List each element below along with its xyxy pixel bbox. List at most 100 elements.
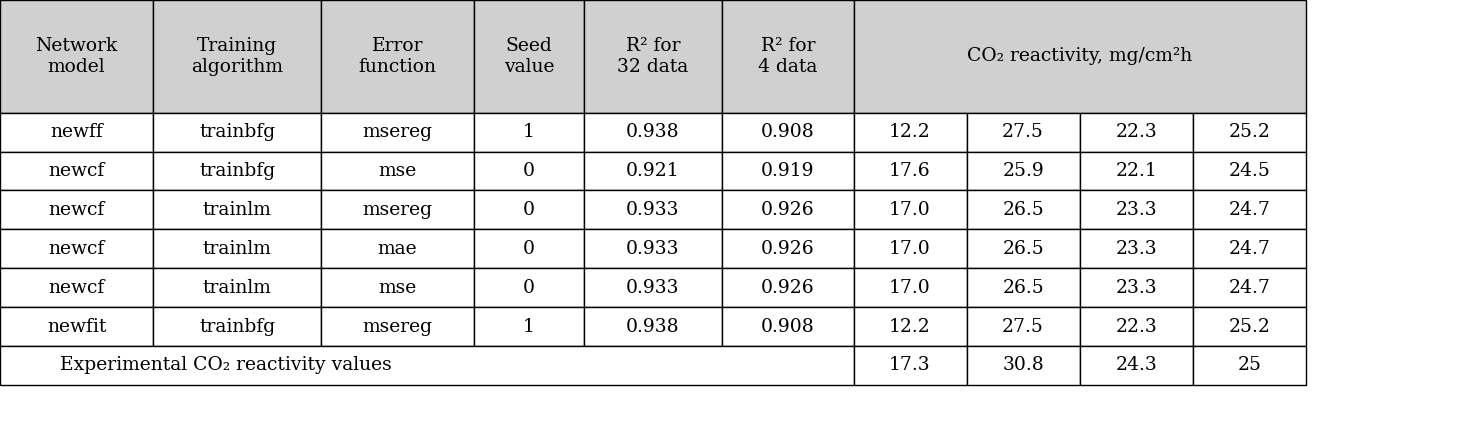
Text: 0.919: 0.919 bbox=[762, 162, 814, 180]
Bar bbox=[966, 113, 1080, 152]
Bar bbox=[0, 268, 153, 307]
Bar bbox=[1080, 346, 1193, 385]
Bar bbox=[1080, 230, 1193, 268]
Text: 0: 0 bbox=[522, 201, 535, 219]
Text: 0: 0 bbox=[522, 240, 535, 258]
Bar bbox=[584, 152, 722, 190]
Bar bbox=[1193, 152, 1306, 190]
Text: 0.938: 0.938 bbox=[626, 317, 680, 335]
Bar bbox=[1193, 230, 1306, 268]
Bar bbox=[1193, 346, 1306, 385]
Text: R² for
4 data: R² for 4 data bbox=[759, 37, 817, 76]
Text: 24.7: 24.7 bbox=[1228, 279, 1271, 297]
Bar bbox=[1193, 307, 1306, 346]
Bar bbox=[153, 307, 321, 346]
Bar bbox=[474, 268, 584, 307]
Bar bbox=[321, 230, 474, 268]
Text: msereg: msereg bbox=[363, 123, 432, 141]
Text: CO₂ reactivity, mg/cm²h: CO₂ reactivity, mg/cm²h bbox=[967, 47, 1192, 65]
Text: 25: 25 bbox=[1237, 357, 1261, 374]
Bar bbox=[966, 152, 1080, 190]
Bar bbox=[1193, 152, 1306, 190]
Text: 17.0: 17.0 bbox=[889, 240, 931, 258]
Text: 22.1: 22.1 bbox=[1115, 162, 1157, 180]
Text: 23.3: 23.3 bbox=[1115, 240, 1157, 258]
Bar bbox=[966, 230, 1080, 268]
Bar bbox=[1080, 152, 1193, 190]
Bar bbox=[153, 190, 321, 230]
Bar bbox=[854, 346, 966, 385]
Text: trainbfg: trainbfg bbox=[198, 317, 276, 335]
Text: Error
function: Error function bbox=[359, 37, 436, 76]
Text: 1: 1 bbox=[522, 123, 535, 141]
Text: newff: newff bbox=[50, 123, 104, 141]
Text: 17.3: 17.3 bbox=[889, 357, 931, 374]
Bar bbox=[474, 152, 584, 190]
Bar bbox=[1080, 307, 1193, 346]
Text: 17.0: 17.0 bbox=[889, 201, 931, 219]
Text: 26.5: 26.5 bbox=[1002, 201, 1045, 219]
Bar bbox=[153, 230, 321, 268]
Bar bbox=[1193, 307, 1306, 346]
Bar bbox=[321, 113, 474, 152]
Bar bbox=[584, 113, 722, 152]
Text: newcf: newcf bbox=[48, 162, 105, 180]
Bar bbox=[474, 190, 584, 230]
Bar bbox=[584, 268, 722, 307]
Bar bbox=[474, 230, 584, 268]
Bar bbox=[153, 268, 321, 307]
Bar bbox=[0, 230, 153, 268]
Text: 1: 1 bbox=[522, 317, 535, 335]
Bar bbox=[474, 190, 584, 230]
Bar bbox=[0, 152, 153, 190]
Text: R² for
32 data: R² for 32 data bbox=[617, 37, 689, 76]
Bar bbox=[474, 152, 584, 190]
Bar bbox=[854, 230, 966, 268]
Bar bbox=[584, 0, 722, 113]
Bar bbox=[0, 268, 153, 307]
Bar bbox=[153, 152, 321, 190]
Bar bbox=[722, 307, 854, 346]
Text: 0.926: 0.926 bbox=[762, 279, 814, 297]
Text: 26.5: 26.5 bbox=[1002, 240, 1045, 258]
Text: 22.3: 22.3 bbox=[1115, 317, 1157, 335]
Bar bbox=[854, 113, 966, 152]
Text: 0.921: 0.921 bbox=[626, 162, 680, 180]
Bar bbox=[153, 152, 321, 190]
Bar bbox=[854, 152, 966, 190]
Text: 26.5: 26.5 bbox=[1002, 279, 1045, 297]
Text: 22.3: 22.3 bbox=[1115, 123, 1157, 141]
Bar bbox=[854, 190, 966, 230]
Bar bbox=[153, 113, 321, 152]
Bar bbox=[0, 346, 854, 385]
Bar bbox=[722, 113, 854, 152]
Bar bbox=[321, 307, 474, 346]
Bar bbox=[0, 307, 153, 346]
Text: 0.926: 0.926 bbox=[762, 201, 814, 219]
Bar bbox=[321, 113, 474, 152]
Text: 23.3: 23.3 bbox=[1115, 279, 1157, 297]
Bar bbox=[1080, 190, 1193, 230]
Bar bbox=[966, 268, 1080, 307]
Text: Network
model: Network model bbox=[35, 37, 118, 76]
Bar bbox=[722, 230, 854, 268]
Bar bbox=[474, 0, 584, 113]
Bar bbox=[854, 307, 966, 346]
Text: 27.5: 27.5 bbox=[1002, 123, 1045, 141]
Bar bbox=[321, 0, 474, 113]
Bar bbox=[0, 307, 153, 346]
Bar bbox=[1193, 190, 1306, 230]
Bar bbox=[722, 307, 854, 346]
Text: 0.926: 0.926 bbox=[762, 240, 814, 258]
Text: 0: 0 bbox=[522, 279, 535, 297]
Bar bbox=[1193, 190, 1306, 230]
Bar bbox=[722, 190, 854, 230]
Bar bbox=[854, 307, 966, 346]
Text: 24.3: 24.3 bbox=[1115, 357, 1157, 374]
Bar bbox=[854, 346, 966, 385]
Bar bbox=[584, 113, 722, 152]
Bar bbox=[1080, 152, 1193, 190]
Bar bbox=[722, 190, 854, 230]
Bar bbox=[584, 152, 722, 190]
Text: 0.933: 0.933 bbox=[626, 279, 680, 297]
